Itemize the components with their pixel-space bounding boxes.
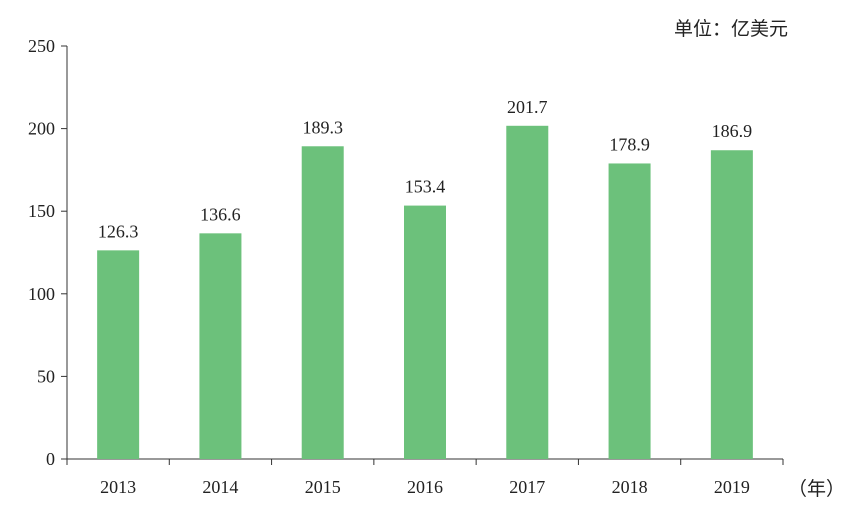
bar-2014 <box>199 233 242 459</box>
y-tick-label: 250 <box>28 36 55 56</box>
x-axis-unit-label: （年） <box>788 478 846 500</box>
y-axis: 0 50 100 150 200 250 <box>28 36 68 469</box>
bar-2016 <box>404 205 446 459</box>
data-label-2015: 189.3 <box>302 117 343 137</box>
x-tick-label-2013: 2013 <box>100 477 136 497</box>
bar-2019 <box>710 150 753 459</box>
x-tick-label-2018: 2018 <box>612 477 648 497</box>
bars <box>97 125 753 460</box>
data-label-2019: 186.9 <box>712 121 753 141</box>
y-tick-label: 150 <box>28 201 55 221</box>
data-label-2014: 136.6 <box>200 204 241 224</box>
unit-label: 单位：亿美元 <box>673 18 788 40</box>
data-label-2017: 201.7 <box>507 97 548 117</box>
bar-2018 <box>608 163 651 459</box>
bar-2013 <box>97 250 140 459</box>
data-label-2016: 153.4 <box>405 177 446 197</box>
y-tick-label: 50 <box>37 366 55 386</box>
bar-2015 <box>301 146 344 459</box>
data-label-2013: 126.3 <box>98 221 139 241</box>
y-tick-label: 100 <box>28 284 55 304</box>
y-tick-label: 200 <box>28 119 55 139</box>
data-labels: 126.3 136.6 189.3 153.4 201.7 178.9 186.9 <box>98 97 752 242</box>
x-tick-label-2016: 2016 <box>407 477 443 497</box>
bar-2017 <box>506 125 549 460</box>
x-tick-label-2015: 2015 <box>305 477 341 497</box>
x-tick-label-2019: 2019 <box>714 477 750 497</box>
data-label-2018: 178.9 <box>609 134 650 154</box>
x-tick-label-2017: 2017 <box>509 477 545 497</box>
y-tick-label: 0 <box>46 449 55 469</box>
x-axis: 2013 2014 2015 2016 2017 2018 2019 <box>66 458 784 497</box>
x-tick-label-2014: 2014 <box>202 477 238 497</box>
